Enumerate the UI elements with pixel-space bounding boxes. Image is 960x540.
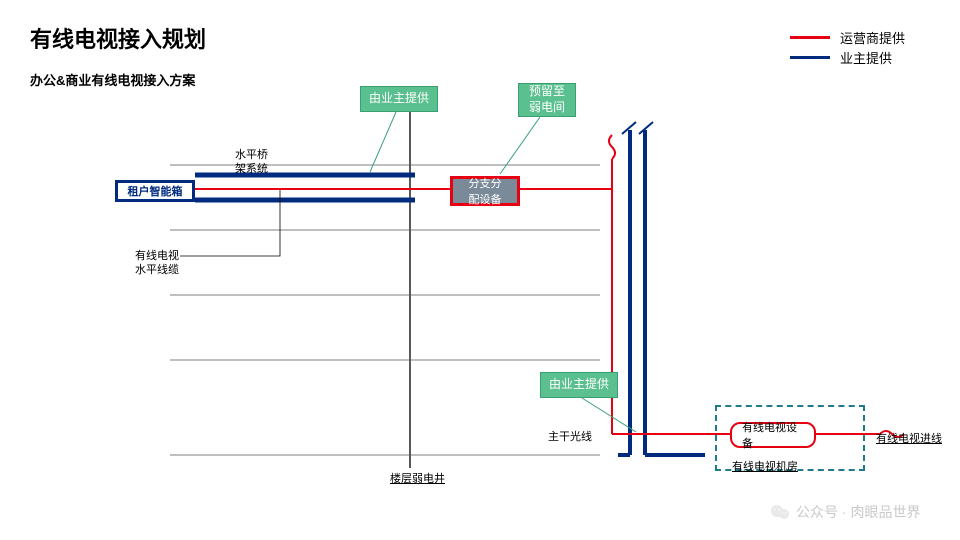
- legend-line-icon: [790, 36, 830, 39]
- legend-label: 业主提供: [840, 48, 892, 67]
- legend-operator: 运营商提供: [790, 28, 905, 47]
- label-shaft: 楼层弱电井: [390, 470, 445, 486]
- legend-owner: 业主提供: [790, 48, 892, 67]
- note-reserve: 预留至 弱电间: [518, 83, 576, 117]
- label-catv-room: 有线电视机房: [732, 458, 798, 474]
- label-hcable: 有线电视 水平线缆: [135, 249, 179, 278]
- note-owner-top: 由业主提供: [360, 86, 438, 112]
- label-tray: 水平桥 架系统: [235, 148, 268, 177]
- legend-label: 运营商提供: [840, 28, 905, 47]
- branch-distribution-box: 分支分 配设备: [450, 176, 520, 206]
- note-owner-bottom: 由业主提供: [540, 372, 618, 398]
- label-incoming: 有线电视进线: [876, 430, 942, 446]
- page-subtitle: 办公&商业有线电视接入方案: [30, 70, 195, 89]
- watermark: 公众号 · 肉眼品世界: [770, 502, 920, 522]
- wechat-icon: [770, 502, 790, 522]
- tenant-smart-box: 租户智能箱: [115, 180, 195, 202]
- label-trunk: 主干光线: [548, 430, 592, 444]
- page-title: 有线电视接入规划: [30, 22, 206, 54]
- watermark-text: 公众号 · 肉眼品世界: [796, 502, 920, 522]
- catv-equipment-box: 有线电视设备: [730, 422, 816, 448]
- legend-line-icon: [790, 56, 830, 59]
